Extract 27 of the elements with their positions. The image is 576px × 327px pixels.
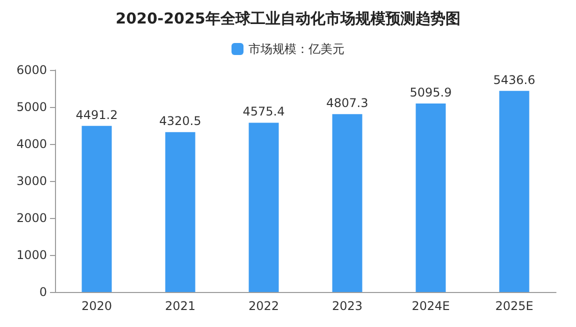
y-tick-label: 2000 xyxy=(16,211,47,225)
x-tick-label: 2025E xyxy=(495,299,534,313)
data-label: 5095.9 xyxy=(410,85,452,100)
bar xyxy=(416,103,446,292)
legend-label: 市场规模：亿美元 xyxy=(248,42,344,56)
x-tick-label: 2022 xyxy=(248,299,280,313)
data-label: 5436.6 xyxy=(493,72,536,87)
x-tick-label: 2024E xyxy=(412,299,450,313)
bar xyxy=(332,114,362,292)
chart-title: 2020-2025年全球工业自动化市场规模预测趋势图 xyxy=(116,10,460,28)
bar xyxy=(248,122,279,292)
y-tick-label: 0 xyxy=(39,285,47,299)
bar xyxy=(82,126,112,292)
y-tick-label: 1000 xyxy=(16,248,47,262)
x-tick-label: 2020 xyxy=(81,299,112,313)
y-tick-label: 4000 xyxy=(16,137,47,151)
y-tick-label: 5000 xyxy=(16,100,47,114)
data-label: 4320.5 xyxy=(159,114,202,128)
data-label: 4575.4 xyxy=(242,104,285,119)
data-label: 4491.2 xyxy=(76,108,118,122)
y-tick-label: 3000 xyxy=(16,174,47,188)
y-tick-label: 6000 xyxy=(16,63,47,77)
x-tick-label: 2021 xyxy=(164,299,196,313)
bar xyxy=(499,90,530,292)
bar xyxy=(165,132,196,292)
x-tick-label: 2023 xyxy=(332,299,363,313)
data-label: 4807.3 xyxy=(326,96,368,110)
